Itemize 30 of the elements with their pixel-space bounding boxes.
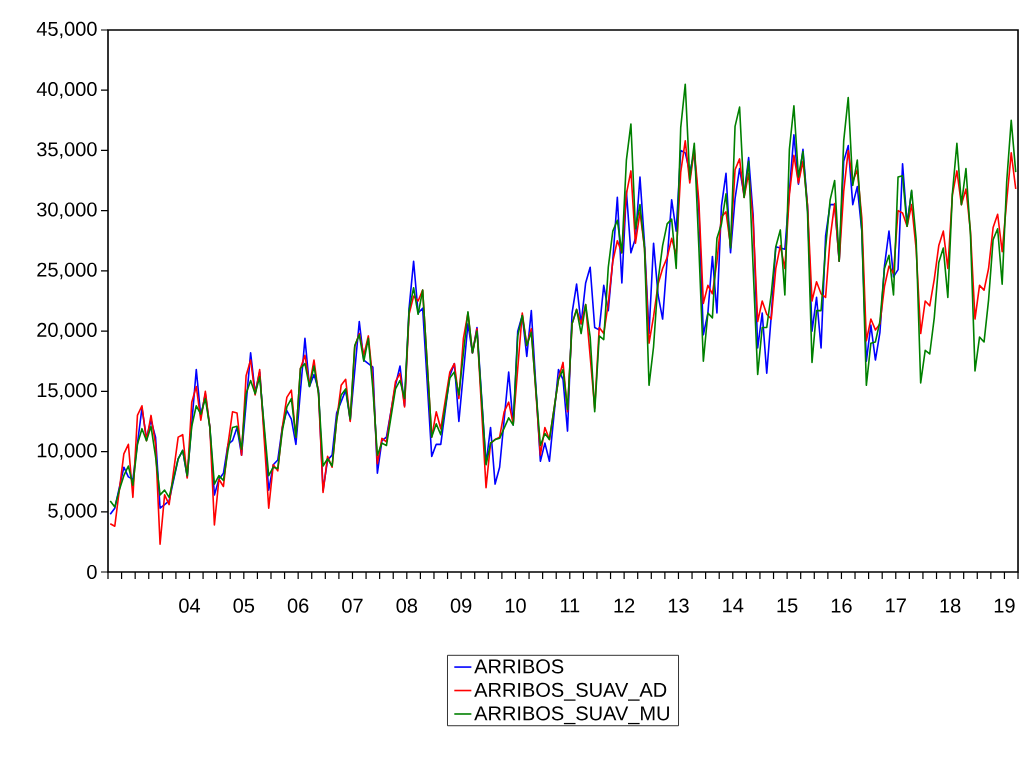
x-tick-label: 12: [614, 598, 635, 613]
x-tick-label: 14: [723, 598, 744, 613]
legend-label: ARRIBOS_SUAV_MU: [474, 706, 669, 725]
x-tick-label: 19: [994, 598, 1015, 613]
x-tick-label: 05: [233, 598, 255, 613]
x-tick-label: 18: [940, 598, 961, 613]
x-tick-label: 15: [777, 598, 798, 613]
x-tick-label: 13: [668, 598, 689, 613]
line-series: [109, 83, 1017, 508]
x-tick-label: 09: [450, 598, 472, 613]
y-tick-label: 10,000: [37, 443, 97, 460]
y-tick-label: 20,000: [37, 322, 97, 340]
legend-label: ARRIBOS: [474, 659, 564, 674]
x-tick-label: 17: [886, 598, 906, 613]
y-tick-label: 45,000: [36, 21, 97, 39]
x-tick-label: 04: [179, 598, 201, 613]
y-tick-label: 15,000: [37, 383, 97, 400]
x-tick-label: 11: [560, 598, 580, 613]
y-tick-label: 40,000: [36, 81, 97, 99]
y-tick-label: 0: [87, 564, 97, 580]
x-tick-label: 07: [342, 598, 363, 613]
y-tick-label: 30,000: [37, 202, 97, 219]
x-tick-label: 06: [287, 598, 309, 613]
y-tick-label: 5,000: [48, 503, 97, 521]
x-tick-label: 08: [396, 598, 418, 613]
legend-label: ARRIBOS_SUAV_AD: [474, 682, 667, 701]
x-tick-label: 16: [831, 598, 852, 613]
y-tick-label: 25,000: [37, 262, 97, 280]
x-tick-label: 10: [505, 598, 526, 613]
y-tick-label: 35,000: [37, 142, 97, 159]
